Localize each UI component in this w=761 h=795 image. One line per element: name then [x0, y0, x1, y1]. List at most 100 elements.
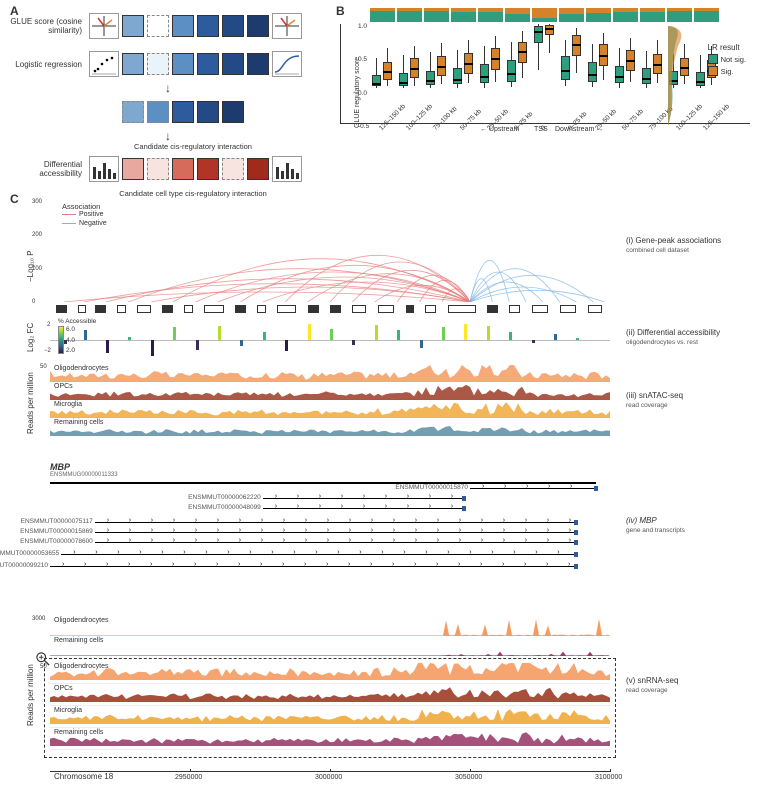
transcript-line: ›››››››››››››››››››››››ENSMMUT0000005365…: [61, 554, 576, 555]
gene-name: MBP: [50, 462, 70, 472]
arrow-icon: ›: [217, 517, 219, 524]
arrow-icon: ›: [319, 503, 321, 510]
heatmap-cell: [122, 158, 144, 180]
arrow-icon: ›: [297, 503, 299, 510]
transcript-id: ENSMMUT00000015869: [20, 528, 95, 535]
viridis-gradient: [58, 326, 64, 354]
boxplot-pair: [614, 23, 639, 123]
diffacc-legend-title: % Accessible: [58, 318, 96, 325]
panel-a-rowlabel: Logistic regression: [8, 60, 86, 69]
transcript-line: ››››››››››››››››››››››ENSMMUT00000015869: [95, 532, 577, 533]
arrow-icon: ›: [359, 549, 361, 556]
arrow-icon: ›: [407, 503, 409, 510]
arrow-icon: ›: [381, 549, 383, 556]
ytick-label: 1.0: [358, 23, 367, 30]
heatmap-cell: [122, 101, 144, 123]
arrow-icon: ›: [183, 549, 185, 556]
arrow-icon: ›: [349, 527, 351, 534]
arrow-icon: ›: [469, 549, 471, 556]
heatmap-cell: [147, 101, 169, 123]
peak-region: [560, 305, 577, 313]
arrow-icon: ›: [403, 549, 405, 556]
transcript-end: [462, 506, 466, 511]
arrow-icon: ›: [535, 549, 537, 556]
arrow-icon: ›: [195, 537, 197, 544]
arrow-icon: ›: [491, 549, 493, 556]
arrow-icon: ›: [337, 549, 339, 556]
gene-span: [50, 482, 596, 484]
transcript-line: ››››››››››››››››››››››ENSMMUT00000078600: [95, 542, 577, 543]
panel-a-row: [8, 94, 328, 130]
arrow-icon: ›: [150, 561, 152, 568]
rna-ylabel: Reads per million: [26, 664, 35, 726]
arrow-icon: ›: [282, 561, 284, 568]
arrow-icon: ›: [216, 561, 218, 568]
panel-a-rowlabel: GLUE score (cosine similarity): [8, 17, 86, 35]
gene-peak-arcs: [50, 202, 610, 302]
arrow-icon: ›: [524, 561, 526, 568]
arrow-icon: ›: [451, 493, 453, 500]
panel-c: −Log₁₀ P Association Positive Negative (…: [8, 196, 752, 788]
peak-region: [406, 305, 414, 313]
arrow-icon: ›: [451, 503, 453, 510]
atac-row: [50, 418, 610, 436]
arrow-icon: ›: [173, 527, 175, 534]
arrow-icon: ›: [415, 517, 417, 524]
transcript-id: ENSMMUT00000075117: [21, 518, 95, 525]
arrow-icon: ›: [341, 503, 343, 510]
heatmap-cell: [147, 15, 169, 37]
peak-region: [277, 305, 297, 313]
legend-item: Sig.: [708, 66, 746, 76]
arrow-icon: ›: [503, 527, 505, 534]
mini-chart-icon: [89, 156, 119, 182]
transcript-id: ENSMMUT00000015870: [395, 484, 470, 491]
heatmap-cell: [147, 53, 169, 75]
arrow-icon: ›: [363, 493, 365, 500]
heatmap-cell: [122, 15, 144, 37]
arrow-icon: ›: [557, 549, 559, 556]
arrow-icon: ›: [429, 503, 431, 510]
arc-legend: Association Positive Negative: [62, 202, 107, 229]
transcript-line: ››››››››››››››››››››››››ENSMMUT000000992…: [50, 566, 576, 567]
diffacc-bar: [375, 325, 378, 340]
arrow-icon: ›: [546, 561, 548, 568]
ytick-label: 0.5: [358, 56, 367, 63]
arc-legend-neg: Negative: [79, 220, 107, 227]
arrow-icon: ›: [106, 561, 108, 568]
arrow-icon: ›: [447, 549, 449, 556]
arrow-icon: ›: [547, 527, 549, 534]
arrow-icon: ›: [348, 561, 350, 568]
arrow-icon: ›: [459, 527, 461, 534]
peak-region: [78, 305, 86, 313]
arrow-icon: ›: [502, 561, 504, 568]
arrow-icon: ›: [525, 537, 527, 544]
mini-chart-icon: [272, 156, 302, 182]
arrow-icon: ›: [261, 527, 263, 534]
arrow-icon: ›: [407, 493, 409, 500]
zoom-region: [44, 658, 616, 758]
arrow-icon: ›: [129, 517, 131, 524]
magnify-icon: [36, 652, 50, 666]
arc-legend-title: Association: [62, 202, 107, 211]
stacked-bar: [424, 8, 449, 22]
arrow-icon: ›: [526, 483, 528, 490]
panel-a-row: Differential accessibility: [8, 151, 328, 187]
coverage-row-label: Remaining cells: [54, 637, 103, 644]
arrow-icon: ›: [415, 527, 417, 534]
diffacc-bar: [330, 329, 333, 340]
arc-ytick: 200: [32, 232, 42, 238]
heatmap-cell: [197, 101, 219, 123]
peak-region: [137, 305, 151, 313]
arrow-icon: ›: [547, 537, 549, 544]
arrow-icon: ›: [326, 561, 328, 568]
boxplot-pair: [533, 23, 558, 123]
chrom-tick: 2950000: [175, 774, 202, 781]
arrow-icon: ›: [392, 561, 394, 568]
arrow-icon: ›: [371, 527, 373, 534]
legend-item: Not sig.: [708, 54, 746, 64]
differential-accessibility: [50, 324, 610, 356]
peak-region: [117, 305, 125, 313]
arrow-icon: ›: [249, 549, 251, 556]
arrow-icon: ›: [504, 483, 506, 490]
diffacc-bar: [106, 340, 109, 353]
